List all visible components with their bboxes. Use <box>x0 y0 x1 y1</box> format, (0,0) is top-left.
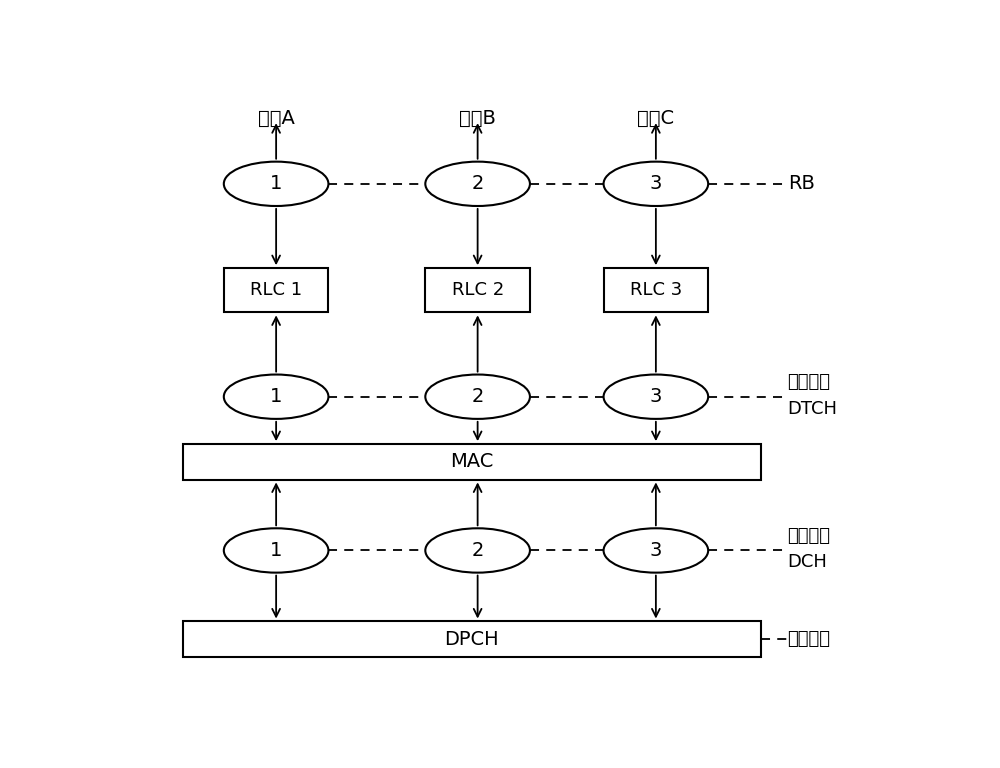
Text: 子流B: 子流B <box>459 109 496 128</box>
Text: 1: 1 <box>270 541 282 560</box>
Text: 1: 1 <box>270 387 282 406</box>
Text: 物理信道: 物理信道 <box>788 631 831 648</box>
Text: RLC 1: RLC 1 <box>250 281 302 300</box>
Text: 逻辑信道: 逻辑信道 <box>788 373 831 391</box>
Text: RLC 3: RLC 3 <box>630 281 682 300</box>
Ellipse shape <box>604 161 708 206</box>
Text: 2: 2 <box>471 387 484 406</box>
Text: 2: 2 <box>471 541 484 560</box>
Ellipse shape <box>224 375 328 419</box>
Ellipse shape <box>224 528 328 573</box>
Text: 1: 1 <box>270 174 282 194</box>
FancyBboxPatch shape <box>183 444 761 479</box>
Text: 3: 3 <box>650 541 662 560</box>
Ellipse shape <box>425 375 530 419</box>
Text: DPCH: DPCH <box>444 630 499 649</box>
Text: 传输信道: 传输信道 <box>788 527 831 545</box>
Ellipse shape <box>604 528 708 573</box>
Ellipse shape <box>425 528 530 573</box>
Ellipse shape <box>425 161 530 206</box>
Text: 子流A: 子流A <box>258 109 295 128</box>
FancyBboxPatch shape <box>224 268 328 313</box>
Text: DTCH: DTCH <box>788 399 838 418</box>
FancyBboxPatch shape <box>425 268 530 313</box>
FancyBboxPatch shape <box>604 268 708 313</box>
Text: 子流C: 子流C <box>637 109 674 128</box>
FancyBboxPatch shape <box>183 621 761 657</box>
Ellipse shape <box>604 375 708 419</box>
Text: RLC 2: RLC 2 <box>452 281 504 300</box>
Text: MAC: MAC <box>450 452 494 472</box>
Text: 3: 3 <box>650 387 662 406</box>
Text: RB: RB <box>788 174 814 194</box>
Text: 2: 2 <box>471 174 484 194</box>
Ellipse shape <box>224 161 328 206</box>
Text: DCH: DCH <box>788 553 828 571</box>
Text: 3: 3 <box>650 174 662 194</box>
